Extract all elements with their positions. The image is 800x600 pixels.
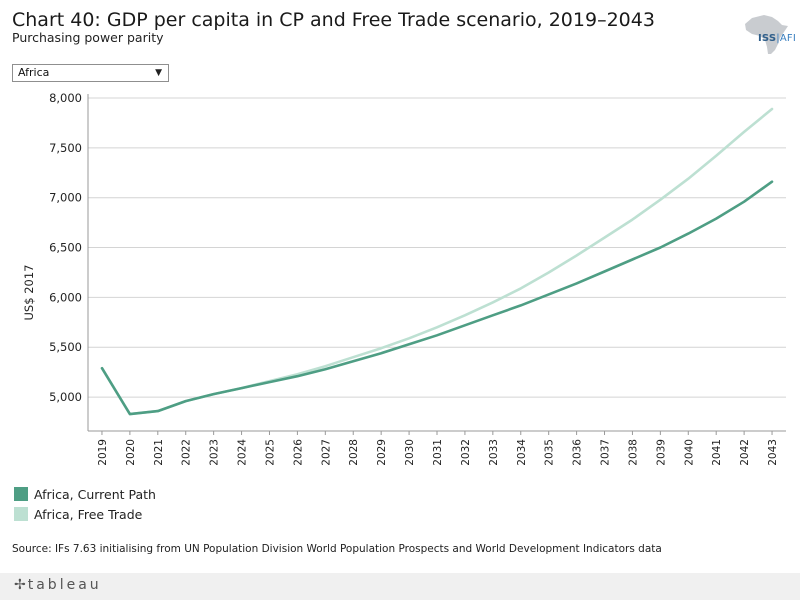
x-tick-label: 2029 <box>376 439 388 466</box>
legend-swatch <box>14 487 28 501</box>
y-tick-label: 7,500 <box>49 141 82 155</box>
africa-map-icon <box>745 15 788 54</box>
x-tick-label: 2041 <box>711 439 723 466</box>
x-tick-label: 2036 <box>572 439 584 466</box>
x-tick-label: 2033 <box>488 439 500 466</box>
x-tick-label: 2019 <box>97 439 109 466</box>
y-axis-label: US$ 2017 <box>22 265 36 321</box>
page-subtitle: Purchasing power parity <box>12 30 164 45</box>
x-tick-label: 2034 <box>516 439 528 466</box>
x-tick-label: 2038 <box>627 439 639 466</box>
tableau-logo[interactable]: ✢ tableau <box>14 577 102 593</box>
y-tick-label: 5,000 <box>49 390 82 404</box>
page-title: Chart 40: GDP per capita in CP and Free … <box>12 9 655 31</box>
x-tick-label: 2043 <box>767 439 779 466</box>
x-tick-label: 2023 <box>209 439 221 466</box>
x-tick-label: 2025 <box>264 439 276 466</box>
x-tick-label: 2042 <box>739 439 751 466</box>
region-filter-dropdown[interactable]: Africa ▼ <box>12 64 169 82</box>
logo-primary: ISS <box>758 33 777 44</box>
x-tick-label: 2035 <box>544 439 556 466</box>
legend: Africa, Current Path Africa, Free Trade <box>14 484 156 524</box>
region-filter-value: Africa <box>18 66 50 79</box>
legend-item[interactable]: Africa, Free Trade <box>14 504 156 524</box>
logo-text: ISS|AFI <box>758 33 797 44</box>
y-tick-label: 8,000 <box>49 91 82 105</box>
tableau-brand-text: tableau <box>27 577 102 593</box>
legend-item[interactable]: Africa, Current Path <box>14 484 156 504</box>
x-tick-label: 2020 <box>125 439 137 466</box>
legend-label: Africa, Free Trade <box>34 506 143 522</box>
x-tick-label: 2031 <box>432 439 444 466</box>
x-tick-label: 2027 <box>320 439 332 466</box>
series-line-free-trade <box>100 107 774 416</box>
line-chart: 5,000 5,500 6,000 6,500 7,000 7,500 8,000 US$ 2… <box>22 91 786 466</box>
x-tick-label: 2039 <box>655 439 667 466</box>
x-tick-label: 2024 <box>237 439 249 466</box>
caret-down-icon: ▼ <box>155 68 162 78</box>
x-tick-label: 2028 <box>348 439 360 466</box>
logo-secondary: AFI <box>779 33 797 44</box>
y-tick-label: 7,000 <box>49 191 82 205</box>
x-tick-label: 2040 <box>683 439 695 466</box>
x-tick-label: 2037 <box>600 439 612 466</box>
tableau-footer: ✢ tableau <box>0 573 800 600</box>
y-tick-label: 6,000 <box>49 290 82 304</box>
series-line-current-path <box>100 180 774 416</box>
iss-afi-logo: ISS|AFI <box>738 12 796 56</box>
y-tick-label: 6,500 <box>49 241 82 255</box>
x-tick-label: 2022 <box>181 439 193 466</box>
x-tick-label: 2021 <box>153 439 165 466</box>
source-note: Source: IFs 7.63 initialising from UN Po… <box>12 543 662 555</box>
x-tick-label: 2030 <box>404 439 416 466</box>
tableau-plus-icon: ✢ <box>14 577 26 593</box>
legend-swatch <box>14 507 28 521</box>
legend-label: Africa, Current Path <box>34 486 156 502</box>
x-tick-label: 2026 <box>292 439 304 466</box>
y-tick-label: 5,500 <box>49 340 82 354</box>
x-tick-label: 2032 <box>460 439 472 466</box>
